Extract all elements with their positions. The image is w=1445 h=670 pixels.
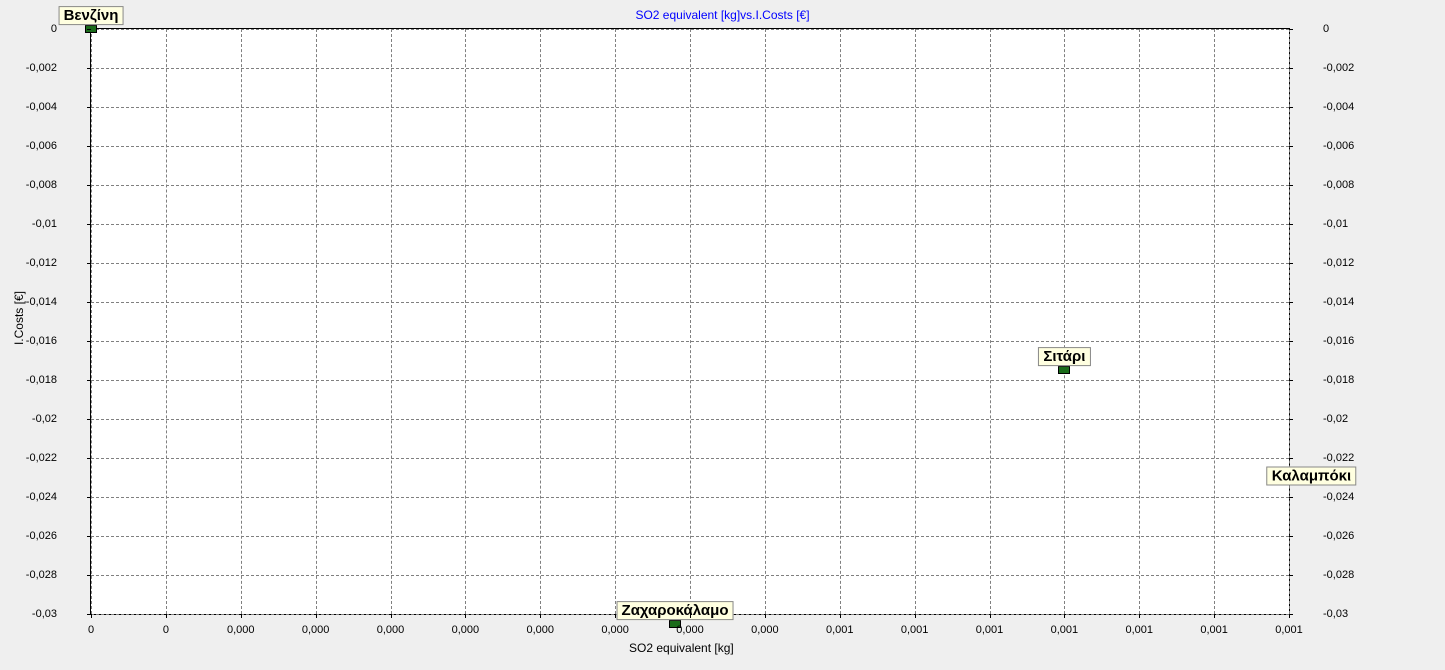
ytick-right: -0,024 [1323, 491, 1354, 503]
x-axis-label: SO2 equivalent [kg] [629, 641, 734, 655]
data-label: Σιτάρι [1038, 347, 1090, 366]
gridline-v [765, 29, 766, 614]
xtick: 0,001 [1125, 624, 1153, 636]
ytick-left: -0,014 [26, 296, 57, 308]
xtick: 0,001 [1200, 624, 1228, 636]
ytick-right: -0,018 [1323, 374, 1354, 386]
ytick-left: -0,012 [26, 257, 57, 269]
ytick-right: 0 [1323, 23, 1329, 35]
ytick-right: -0,004 [1323, 101, 1354, 113]
xtick: 0,001 [976, 624, 1004, 636]
gridline-v [540, 29, 541, 614]
ytick-left: -0,024 [26, 491, 57, 503]
xtick: 0,000 [302, 624, 330, 636]
ytick-right: -0,03 [1323, 608, 1348, 620]
xtick: 0,000 [676, 624, 704, 636]
xtick: 0,001 [1051, 624, 1079, 636]
gridline-v [1064, 29, 1065, 614]
ytick-right: -0,01 [1323, 218, 1348, 230]
ytick-right: -0,022 [1323, 452, 1354, 464]
gridline-v [915, 29, 916, 614]
chart-title: SO2 equivalent [kg]vs.I.Costs [€] [0, 8, 1445, 22]
xtick: 0,000 [601, 624, 629, 636]
xtick: 0,001 [901, 624, 929, 636]
gridline-v [391, 29, 392, 614]
plot-area: ΒενζίνηΣιτάριΚαλαμπόκιΖαχαροκάλαμο 00-0,… [90, 28, 1290, 615]
gridline-v [166, 29, 167, 614]
ytick-right: -0,026 [1323, 530, 1354, 542]
gridline-v [1289, 29, 1290, 614]
ytick-left: -0,018 [26, 374, 57, 386]
data-point [1058, 366, 1070, 374]
data-label: Βενζίνη [59, 6, 124, 25]
gridline-v [990, 29, 991, 614]
ytick-left: -0,002 [26, 62, 57, 74]
ytick-right: -0,008 [1323, 179, 1354, 191]
xtick: 0,000 [377, 624, 405, 636]
ytick-left: -0,006 [26, 140, 57, 152]
gridline-v [91, 29, 92, 614]
xtick: 0 [88, 624, 94, 636]
ytick-right: -0,016 [1323, 335, 1354, 347]
chart-container: SO2 equivalent [kg]vs.I.Costs [€] Βενζίν… [0, 0, 1445, 670]
gridline-v [690, 29, 691, 614]
ytick-left: -0,016 [26, 335, 57, 347]
ytick-left: -0,004 [26, 101, 57, 113]
xtick: 0,001 [826, 624, 854, 636]
xtick: 0,000 [227, 624, 255, 636]
gridline-v [1214, 29, 1215, 614]
xtick: 0,001 [1275, 624, 1303, 636]
gridline-v [840, 29, 841, 614]
ytick-right: -0,002 [1323, 62, 1354, 74]
ytick-left: -0,008 [26, 179, 57, 191]
data-label: Καλαμπόκι [1267, 466, 1356, 485]
ytick-left: -0,03 [32, 608, 57, 620]
data-label: Ζαχαροκάλαμο [617, 601, 734, 620]
gridline-v [316, 29, 317, 614]
ytick-left: -0,028 [26, 569, 57, 581]
ytick-right: -0,014 [1323, 296, 1354, 308]
ytick-right: -0,028 [1323, 569, 1354, 581]
xtick: 0 [163, 624, 169, 636]
ytick-right: -0,006 [1323, 140, 1354, 152]
xtick: 0,000 [526, 624, 554, 636]
xtick: 0,000 [452, 624, 480, 636]
ytick-right: -0,02 [1323, 413, 1348, 425]
gridline-v [465, 29, 466, 614]
gridline-v [1139, 29, 1140, 614]
ytick-left: -0,02 [32, 413, 57, 425]
y-axis-label: I.Costs [€] [12, 291, 26, 345]
ytick-left: -0,026 [26, 530, 57, 542]
ytick-left: 0 [51, 23, 57, 35]
ytick-left: -0,01 [32, 218, 57, 230]
gridline-v [615, 29, 616, 614]
ytick-right: -0,012 [1323, 257, 1354, 269]
xtick: 0,000 [751, 624, 779, 636]
ytick-left: -0,022 [26, 452, 57, 464]
gridline-v [241, 29, 242, 614]
plot-inner: ΒενζίνηΣιτάριΚαλαμπόκιΖαχαροκάλαμο [91, 29, 1289, 614]
